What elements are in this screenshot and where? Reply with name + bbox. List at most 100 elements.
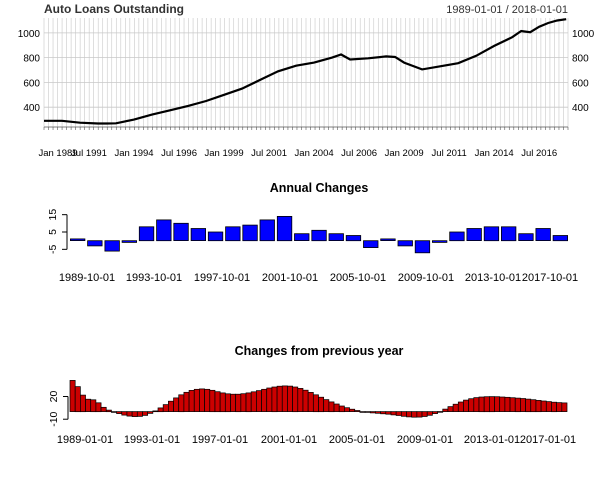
- annual-changes-x-axis: 1989-10-01 1993-10-01 1997-10-01 2001-10-01…: [59, 272, 578, 284]
- yoy-change-bar: [535, 400, 542, 413]
- x-tick-label: 2017-01-01: [520, 434, 576, 446]
- annual-change-bar: [242, 224, 258, 242]
- annual-change-bar: [70, 238, 86, 241]
- yoy-change-bar: [318, 396, 325, 413]
- yoy-change-bar: [385, 411, 392, 415]
- x-tick-label: 2017-10-01: [522, 272, 578, 284]
- annual-change-bar: [276, 215, 293, 242]
- yoy-change-bar: [483, 396, 490, 413]
- x-tick-label: 2005-10-01: [330, 272, 386, 284]
- yoy-change-bar: [369, 411, 376, 414]
- x-tick-label: 2005-01-01: [329, 434, 385, 446]
- annual-change-bar: [552, 235, 568, 242]
- yoy-change-bar: [432, 411, 438, 414]
- yoy-change-bar: [85, 398, 92, 412]
- yoy-change-bar: [338, 405, 345, 413]
- yoy-change-bar: [463, 399, 469, 412]
- yoy-change-bar: [349, 408, 356, 412]
- x-tick-label: Jan 2004: [295, 148, 334, 159]
- yoy-changes-bars: [69, 380, 568, 418]
- x-tick-label: 1989-01-01: [57, 434, 113, 446]
- y-tick-label-right: 400: [572, 103, 589, 114]
- yoy-change-bar: [74, 386, 81, 413]
- yoy-change-bar: [344, 407, 350, 412]
- annual-change-bar: [397, 240, 413, 247]
- yoy-changes-title: Changes from previous year: [235, 344, 404, 358]
- auto-loans-series-line: [44, 18, 567, 125]
- annual-changes-y-axis: -5 5 15: [47, 209, 68, 254]
- y-tick-label-left: 800: [23, 54, 40, 65]
- x-tick-label: 2013-10-01: [465, 272, 521, 284]
- yoy-change-bar: [302, 389, 309, 412]
- yoy-change-bar: [494, 396, 501, 412]
- yoy-change-bar: [406, 411, 413, 418]
- yoy-change-bar: [214, 391, 221, 413]
- x-tick-label: Jul 2016: [521, 148, 557, 159]
- annual-change-bar: [190, 228, 207, 242]
- yoy-change-bar: [307, 392, 314, 412]
- yoy-change-bar: [131, 411, 138, 417]
- yoy-change-bar: [90, 399, 97, 413]
- yoy-change-bar: [478, 396, 485, 413]
- yoy-change-bar: [390, 411, 397, 416]
- yoy-change-bar: [256, 390, 262, 412]
- yoy-change-bar: [235, 393, 242, 413]
- yoy-change-bar: [157, 407, 164, 413]
- x-tick-label: Jul 1991: [71, 148, 107, 159]
- yoy-change-bar: [292, 386, 299, 413]
- x-tick-label: 2013-01-01: [464, 434, 520, 446]
- yoy-change-bar: [152, 410, 159, 413]
- yoy-change-bar: [183, 391, 190, 412]
- x-tick-label: 1989-10-01: [59, 272, 115, 284]
- annual-change-bar: [380, 238, 396, 241]
- yoy-change-bar: [261, 388, 268, 412]
- auto-loans-panel: Auto Loans Outstanding 1989-01-01 / 2018…: [18, 2, 595, 159]
- x-tick-label: 2001-01-01: [261, 434, 317, 446]
- annual-change-bar: [363, 240, 379, 248]
- yoy-change-bar: [380, 411, 387, 415]
- yoy-change-bar: [333, 403, 340, 412]
- yoy-change-bar: [230, 393, 237, 412]
- x-tick-label: Jan 1989: [38, 148, 77, 159]
- x-tick-label: 1997-01-01: [192, 434, 248, 446]
- auto-loans-grid: [43, 18, 569, 127]
- yoy-change-bar: [250, 391, 257, 412]
- y-tick-label-right: 600: [572, 78, 589, 89]
- annual-change-bar: [449, 231, 465, 242]
- annual-changes-title: Annual Changes: [270, 181, 369, 195]
- yoy-change-bar: [520, 398, 526, 412]
- yoy-change-bar: [209, 389, 216, 413]
- x-tick-label: 1993-10-01: [126, 272, 182, 284]
- yoy-change-bar: [525, 398, 532, 413]
- x-tick-label: Jul 2006: [341, 148, 377, 159]
- yoy-change-bar: [245, 392, 252, 413]
- annual-change-bar: [535, 228, 551, 242]
- yoy-change-bar: [426, 411, 433, 416]
- yoy-change-bar: [188, 390, 195, 412]
- yoy-change-bar: [354, 410, 361, 412]
- y-tick-label: 15: [47, 209, 59, 221]
- yoy-change-bar: [442, 408, 449, 412]
- annual-change-bar: [311, 229, 327, 242]
- annual-changes-panel: Annual Changes -5 5 15 1989-10-01 1993-10-0…: [47, 181, 578, 284]
- yoy-change-bar: [240, 393, 247, 412]
- x-tick-label: 1993-01-01: [124, 434, 180, 446]
- x-tick-label: Jul 1996: [161, 148, 197, 159]
- yoy-change-bar: [178, 394, 185, 413]
- annual-change-bar: [500, 226, 517, 242]
- y-tick-label-left: 600: [23, 78, 40, 89]
- annual-change-bar: [518, 233, 534, 241]
- yoy-change-bar: [142, 411, 149, 416]
- yoy-change-bar: [204, 388, 211, 412]
- auto-loans-y-axis: 400 400 600 600 800 800 1000 1000: [18, 29, 595, 114]
- auto-loans-title: Auto Loans Outstanding: [44, 2, 184, 16]
- yoy-change-bar: [276, 385, 283, 412]
- yoy-change-bar: [499, 396, 506, 412]
- yoy-change-bar: [297, 388, 304, 412]
- yoy-change-bar: [561, 402, 568, 412]
- yoy-change-bar: [100, 406, 107, 412]
- annual-change-bar: [104, 240, 120, 252]
- yoy-change-bar: [473, 397, 480, 412]
